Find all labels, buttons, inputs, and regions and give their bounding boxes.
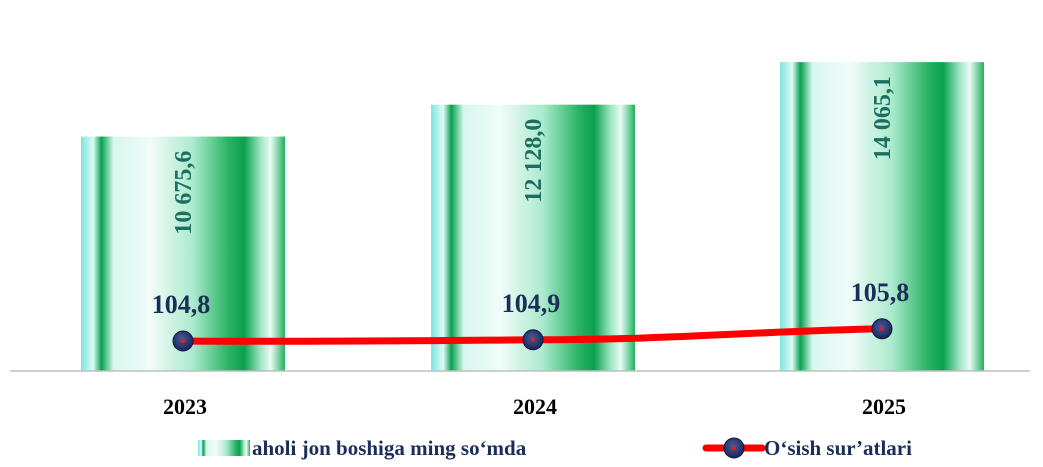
x-tick-label: 2023 [163,394,207,419]
line-layer [172,318,893,352]
x-tick-label: 2024 [513,394,557,419]
bar-value-label: 12 128,0 [521,119,547,203]
legend-layer: aholi jon boshiga ming so‘mda O‘sish sur’… [198,436,912,460]
growth-rate-point-center [181,339,185,343]
labels-layer: 10 675,6 12 128,0 14 065,1 2023 2024 2025 104,… [152,76,910,419]
growth-rate-value-label: 104,9 [502,289,561,318]
bar-value-label: 10 675,6 [171,151,197,235]
bars-layer [81,62,984,372]
bar-2024 [431,104,635,371]
legend-label-bar: aholi jon boshiga ming so‘mda [252,436,527,460]
legend-swatch-bar [198,440,250,456]
growth-rate-point-center [531,337,535,342]
growth-rate-value-label: 104,8 [152,290,211,319]
legend-swatch-marker-center [732,446,736,450]
x-tick-label: 2025 [862,394,906,419]
growth-rate-point-center [880,326,884,331]
growth-rate-value-label: 105,8 [851,278,910,307]
legend-label-line: O‘sish sur’atlari [764,436,912,460]
bar-value-label: 14 065,1 [870,76,896,160]
